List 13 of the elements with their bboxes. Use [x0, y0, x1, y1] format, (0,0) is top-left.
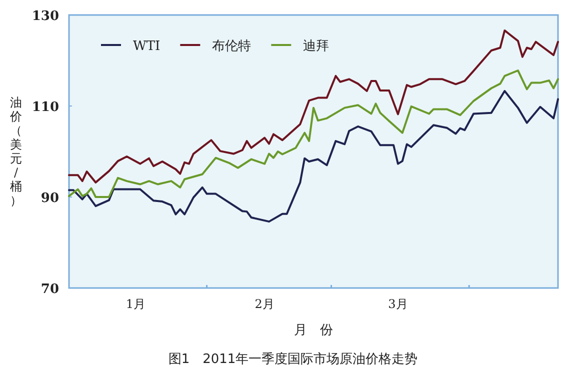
x-tick-label: 2月	[254, 297, 274, 311]
y-tick-label: 110	[32, 100, 59, 115]
x-axis-title: 月 份	[294, 323, 333, 338]
text: 图1 2011年一季度国际市场原油价格走势	[168, 351, 418, 367]
x-tick-label: 3月	[388, 297, 408, 311]
y-tick-label: 130	[32, 9, 59, 24]
legend-label: 迪拜	[303, 39, 330, 54]
legend-label: WTI	[133, 39, 160, 54]
y-tick-label: 90	[40, 191, 59, 206]
legend-label: 布伦特	[212, 39, 252, 54]
x-tick-label: 1月	[126, 297, 146, 311]
y-axis-title: 油价（美元/桶）	[9, 96, 22, 208]
y-tick-label: 70	[40, 282, 59, 297]
